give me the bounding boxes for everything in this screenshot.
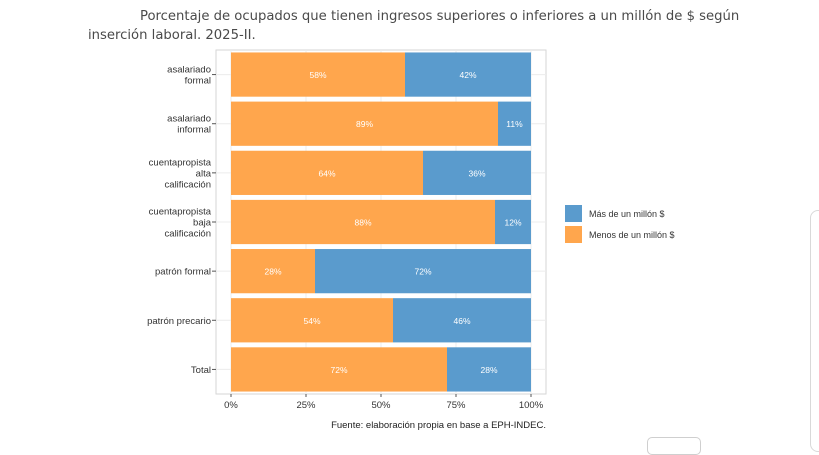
bars-group: 58% 42% 89% 11% 64% 36% 88% 12% 28% 72% 54% 46% 72% 2… [231, 52, 531, 392]
category-label: asalariado formal [167, 65, 211, 87]
chart-legend: Más de un millón $ Menos de un millón $ [565, 205, 675, 243]
bar-value-label: 46% [453, 316, 470, 326]
page-title: Porcentaje de ocupados que tienen ingres… [88, 9, 740, 43]
bar-segment [231, 199, 495, 245]
bar-value-label: 72% [414, 267, 431, 277]
bar-segment [231, 347, 447, 392]
category-label: patrón precario [147, 316, 211, 327]
category-label: asalariado informal [167, 114, 211, 136]
bar-value-label: 89% [356, 119, 373, 129]
bar-value-label: 11% [506, 119, 523, 129]
bar-segment [231, 52, 405, 97]
x-tick-label: 100% [519, 400, 544, 411]
category-label: cuentapropista baja calificación [149, 207, 212, 240]
bar-segment [405, 52, 531, 97]
legend-label: Más de un millón $ [589, 209, 665, 219]
bar-value-label: 58% [309, 70, 326, 80]
legend-label: Menos de un millón $ [589, 230, 675, 240]
bar-value-label: 88% [354, 218, 371, 228]
bar-value-label: 28% [480, 365, 497, 375]
bar-value-label: 54% [303, 316, 320, 326]
bottom-button[interactable] [647, 437, 701, 455]
x-tick-label: 25% [296, 400, 316, 411]
bar-segment [495, 199, 531, 245]
category-label: cuentapropista alta calificación [149, 157, 212, 190]
x-axis: 0% 25% 50% 75% 100% [224, 394, 544, 411]
x-tick-label: 50% [371, 400, 391, 411]
side-panel[interactable] [810, 210, 819, 452]
bar-segment [447, 347, 531, 392]
bar-value-label: 72% [330, 365, 347, 375]
stacked-bar-chart: 58% 42% 89% 11% 64% 36% 88% 12% 28% 72% 54% 46% 72% 2… [147, 49, 675, 431]
bar-segment [498, 101, 531, 146]
bar-segment [423, 150, 531, 195]
category-label: Total [191, 365, 211, 376]
bar-segment [231, 150, 423, 195]
bar-value-label: 36% [468, 168, 485, 178]
bar-segment [231, 249, 315, 294]
x-tick-label: 0% [224, 400, 238, 411]
bar-value-label: 12% [504, 218, 521, 228]
bar-segment [315, 249, 531, 294]
category-label: patrón formal [155, 267, 211, 278]
bar-value-label: 42% [459, 70, 476, 80]
x-tick-label: 75% [446, 400, 466, 411]
legend-swatch [565, 226, 582, 243]
bar-segment [231, 298, 393, 343]
category-labels: asalariado formal asalariado informal cuenta… [147, 65, 216, 376]
legend-swatch [565, 205, 582, 222]
bar-value-label: 28% [264, 267, 281, 277]
chart-caption: Fuente: elaboración propia en base a EPH… [331, 420, 546, 431]
bar-segment [231, 101, 498, 146]
bar-segment [393, 298, 531, 343]
bar-value-label: 64% [318, 168, 335, 178]
